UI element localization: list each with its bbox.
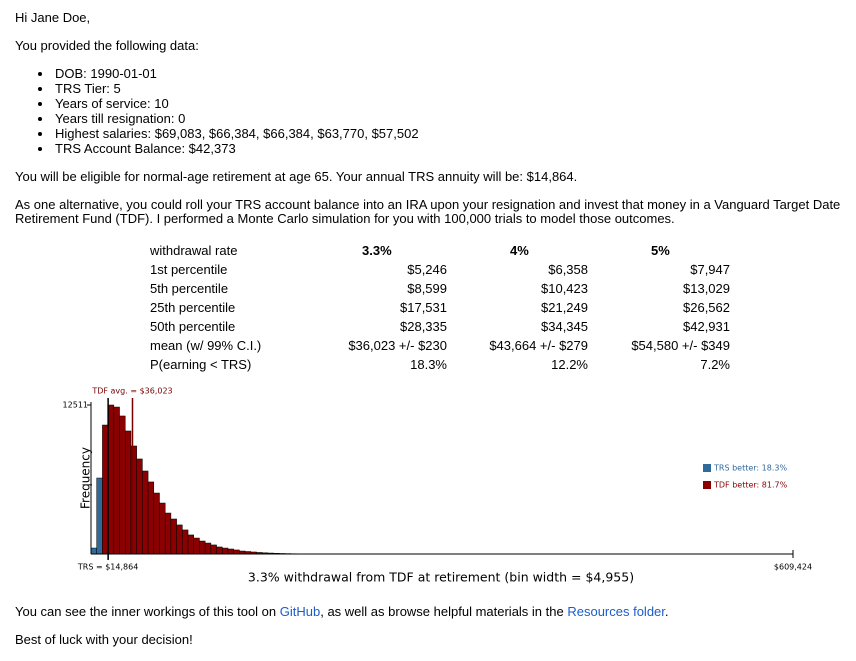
greeting: Hi Jane Doe,: [15, 10, 91, 25]
table-cell: $13,029: [683, 281, 730, 296]
bar: [96, 477, 103, 555]
table-cell: 1st percentile: [150, 262, 228, 277]
bar: [227, 548, 234, 555]
bar: [187, 534, 194, 555]
table-header: 3.3%: [362, 243, 392, 258]
table-cell: $10,423: [541, 281, 588, 296]
bar: [164, 512, 172, 555]
bar: [102, 424, 109, 555]
bar: [182, 529, 189, 555]
table-header: 4%: [510, 243, 529, 258]
bar: [113, 406, 120, 555]
legend-label: TDF better: 81.7%: [713, 481, 788, 490]
table-header: withdrawal rate: [150, 243, 238, 258]
bar: [199, 540, 206, 555]
table-cell: $54,580 +/- $349: [631, 338, 730, 353]
table-cell: $34,345: [541, 319, 588, 334]
table-cell: P(earning < TRS): [150, 357, 252, 372]
footer-text: .: [664, 604, 669, 619]
input-item: Highest salaries: $69,083, $66,384, $66,…: [55, 126, 419, 141]
bar: [107, 404, 115, 555]
footer-text: You can see the inner workings of this t…: [15, 604, 280, 619]
bar: [204, 542, 212, 555]
table-cell: 25th percentile: [150, 300, 236, 315]
bullet: [38, 132, 42, 136]
footer: You can see the inner workings of this t…: [15, 604, 669, 619]
table-cell: $8,599: [407, 281, 447, 296]
bar: [233, 549, 240, 555]
input-item: Years of service: 10: [55, 96, 169, 111]
input-item: TRS Tier: 5: [55, 81, 121, 96]
histogram-chart: 12511 TRS = $14,864 $609,424 TDF avg. = $36…: [63, 387, 813, 585]
bullet: [38, 72, 42, 76]
bar: [153, 492, 160, 555]
bar: [142, 470, 149, 555]
table-cell: 5th percentile: [150, 281, 229, 296]
input-item: TRS Account Balance: $42,373: [55, 141, 236, 156]
bar: [124, 430, 132, 555]
bar: [210, 544, 217, 555]
legend-swatch: [703, 464, 711, 472]
table-cell: $6,358: [548, 262, 588, 277]
closing: Best of luck with your decision!: [15, 632, 193, 647]
legend-swatch: [703, 481, 711, 489]
legend-label: TRS better: 18.3%: [713, 464, 787, 473]
github-link[interactable]: GitHub: [279, 604, 321, 619]
table-cell: 12.2%: [551, 357, 588, 372]
bar: [147, 481, 155, 555]
alternative: As one alternative, you could roll your …: [15, 197, 841, 226]
bar: [159, 502, 166, 555]
x-tick-label: $609,424: [774, 563, 812, 572]
bar: [222, 547, 229, 555]
table-cell: 7.2%: [700, 357, 730, 372]
y-tick-label: 12511: [63, 401, 88, 410]
bar: [176, 524, 183, 555]
y-axis-label: Frequency: [79, 447, 93, 509]
bullet: [38, 87, 42, 91]
table-cell: 18.3%: [410, 357, 447, 372]
x-tick-label: TRS = $14,864: [77, 563, 138, 572]
table-cell: $7,947: [690, 262, 730, 277]
table-cell: $43,664 +/- $279: [489, 338, 588, 353]
bullet: [38, 117, 42, 121]
eligibility: You will be eligible for normal-age reti…: [15, 169, 578, 184]
bullet: [38, 147, 42, 151]
table-cell: $36,023 +/- $230: [348, 338, 447, 353]
table-cell: $5,246: [407, 262, 447, 277]
x-axis-label: 3.3% withdrawal from TDF at retirement (…: [248, 570, 634, 585]
bar: [193, 537, 200, 555]
bar: [170, 518, 177, 555]
table-cell: $28,335: [400, 319, 447, 334]
table-cell: $17,531: [400, 300, 447, 315]
table-cell: $26,562: [683, 300, 730, 315]
mean-label: TDF avg. = $36,023: [91, 387, 172, 396]
bar: [119, 415, 126, 555]
table-header: 5%: [651, 243, 670, 258]
footer-text: , as well as browse helpful materials in…: [320, 604, 568, 619]
bar: [90, 547, 97, 555]
table-cell: 50th percentile: [150, 319, 236, 334]
input-item: Years till resignation: 0: [55, 111, 186, 126]
bar: [216, 546, 223, 555]
bullet: [38, 102, 42, 106]
bar: [136, 458, 143, 555]
resources-link[interactable]: Resources folder: [567, 604, 665, 619]
table-cell: $21,249: [541, 300, 588, 315]
intro: You provided the following data:: [15, 38, 199, 53]
table-cell: $42,931: [683, 319, 730, 334]
input-item: DOB: 1990-01-01: [55, 66, 157, 81]
table-cell: mean (w/ 99% C.I.): [150, 338, 262, 353]
